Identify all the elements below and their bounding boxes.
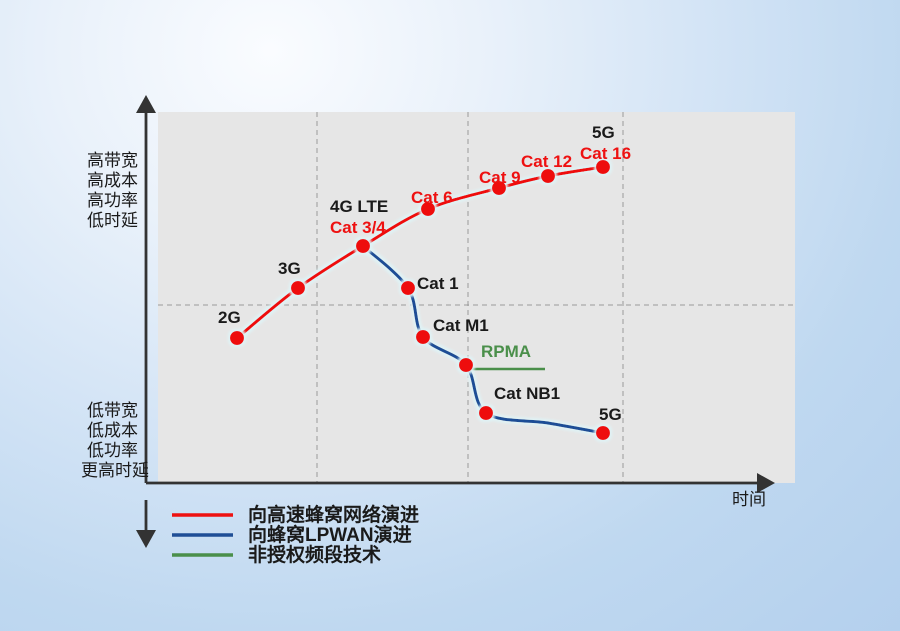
svg-text:4G LTE: 4G LTE (330, 197, 388, 216)
svg-text:5G: 5G (592, 123, 615, 142)
svg-text:低成本: 低成本 (87, 421, 138, 440)
svg-text:高带宽: 高带宽 (87, 151, 138, 170)
svg-text:Cat 1: Cat 1 (417, 274, 459, 293)
svg-text:向高速蜂窝网络演进: 向高速蜂窝网络演进 (248, 503, 419, 526)
svg-text:Cat 12: Cat 12 (521, 152, 572, 171)
svg-text:Cat 3/4: Cat 3/4 (330, 218, 386, 237)
svg-text:高功率: 高功率 (87, 191, 138, 210)
svg-text:Cat NB1: Cat NB1 (494, 384, 560, 403)
svg-text:Cat 6: Cat 6 (411, 188, 453, 207)
svg-text:非授权频段技术: 非授权频段技术 (248, 543, 381, 566)
svg-text:时间: 时间 (732, 490, 766, 509)
svg-text:更高时延: 更高时延 (81, 461, 149, 480)
svg-text:低时延: 低时延 (87, 211, 138, 230)
svg-text:Cat 9: Cat 9 (479, 168, 521, 187)
svg-text:3G: 3G (278, 259, 301, 278)
svg-text:低带宽: 低带宽 (87, 401, 138, 420)
svg-text:Cat M1: Cat M1 (433, 316, 489, 335)
svg-text:低功率: 低功率 (87, 441, 138, 460)
svg-text:2G: 2G (218, 308, 241, 327)
svg-text:Cat 16: Cat 16 (580, 144, 631, 163)
svg-text:向蜂窝LPWAN演进: 向蜂窝LPWAN演进 (248, 523, 412, 546)
svg-text:RPMA: RPMA (481, 342, 531, 361)
svg-text:5G: 5G (599, 405, 622, 424)
svg-text:高成本: 高成本 (87, 171, 138, 190)
